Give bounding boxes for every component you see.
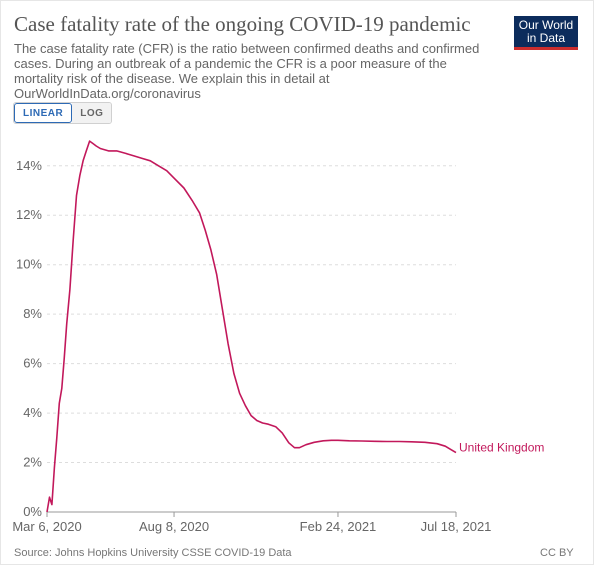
log-scale-button[interactable]: LOG	[72, 103, 112, 123]
license-link[interactable]: CC BY	[540, 547, 574, 559]
y-tick-label: 4%	[23, 405, 42, 420]
grid-lines	[47, 165, 456, 513]
y-tick-label: 2%	[23, 455, 42, 470]
x-tick-label: Aug 8, 2020	[139, 519, 209, 534]
chart-title: Case fatality rate of the ongoing COVID-…	[14, 12, 471, 36]
series-layer: United Kingdom	[46, 140, 544, 513]
linear-scale-button[interactable]: LINEAR	[14, 103, 73, 123]
y-tick-label: 8%	[23, 306, 42, 321]
owid-logo[interactable]: Our World in Data	[514, 16, 578, 50]
series-line-united-kingdom	[46, 140, 457, 513]
logo-line-2: in Data	[526, 31, 566, 45]
series-label-united-kingdom: United Kingdom	[459, 441, 544, 455]
y-tick-label: 0%	[23, 504, 42, 519]
y-tick-label: 14%	[16, 158, 42, 173]
chart-subtitle: The case fatality rate (CFR) is the rati…	[14, 41, 480, 101]
y-axis-ticks: 0% 2% 4% 6% 8% 10% 12% 14%	[16, 158, 42, 519]
x-axis-ticks: Mar 6, 2020 Aug 8, 2020 Feb 24, 2021 Jul 18…	[12, 512, 491, 534]
logo-accent-bar	[514, 47, 578, 50]
x-tick-label: Mar 6, 2020	[12, 519, 81, 534]
source-note: Source: Johns Hopkins University CSSE CO…	[14, 547, 292, 559]
logo-line-1: Our World	[518, 18, 574, 32]
x-tick-label: Feb 24, 2021	[300, 519, 377, 534]
scale-toggle: LINEAR LOG	[13, 102, 113, 124]
y-tick-label: 6%	[23, 356, 42, 371]
y-tick-label: 12%	[16, 207, 42, 222]
x-tick-label: Jul 18, 2021	[421, 519, 492, 534]
y-tick-label: 10%	[16, 257, 42, 272]
